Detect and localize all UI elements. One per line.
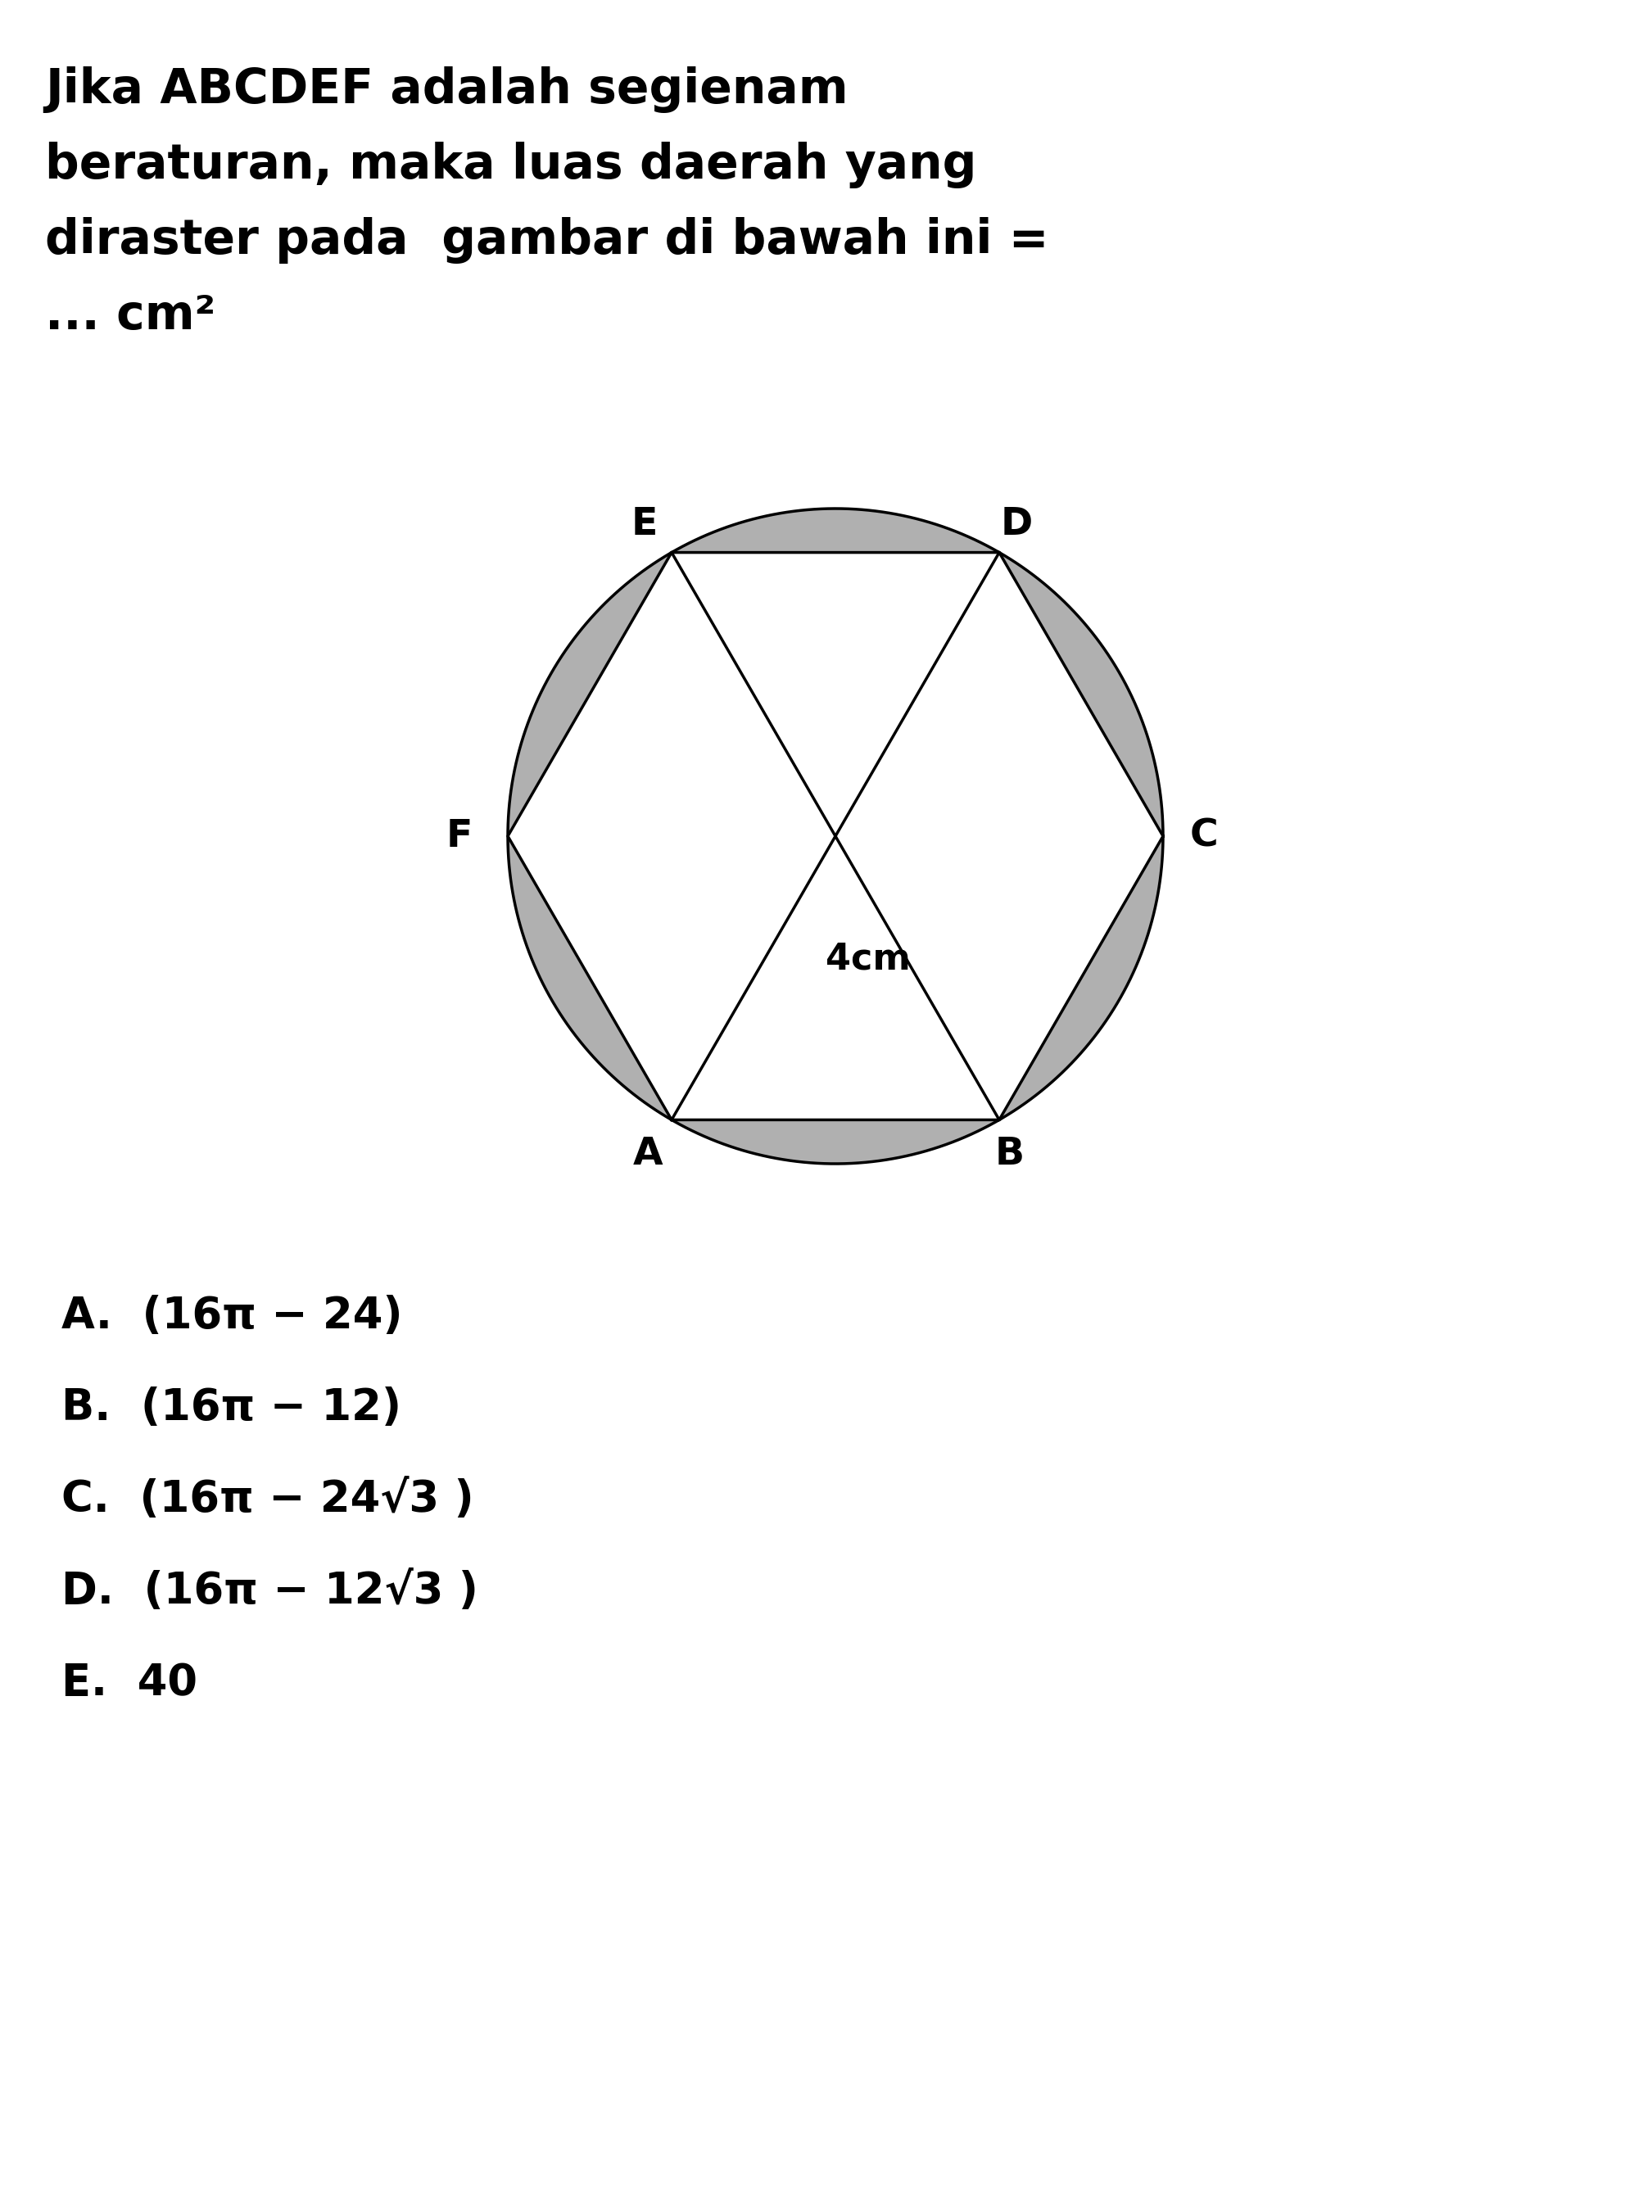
Text: diraster pada  gambar di bawah ini =: diraster pada gambar di bawah ini = (45, 217, 1049, 263)
Text: beraturan, maka luas daerah yang: beraturan, maka luas daerah yang (45, 142, 976, 188)
Text: Jika ABCDEF adalah segienam: Jika ABCDEF adalah segienam (45, 66, 847, 113)
Text: A: A (633, 1135, 662, 1172)
Text: B: B (995, 1135, 1024, 1172)
Polygon shape (507, 553, 672, 1119)
Text: 4cm: 4cm (826, 942, 910, 978)
Text: A.  (16π − 24): A. (16π − 24) (61, 1294, 403, 1338)
Text: C: C (1189, 818, 1219, 854)
Text: B.  (16π − 12): B. (16π − 12) (61, 1387, 401, 1429)
Text: F: F (446, 818, 472, 854)
Polygon shape (999, 553, 1163, 1119)
Text: C.  (16π − 24√3 ): C. (16π − 24√3 ) (61, 1478, 474, 1522)
Text: E: E (631, 507, 657, 544)
Text: D.  (16π − 12√3 ): D. (16π − 12√3 ) (61, 1571, 477, 1613)
Polygon shape (672, 509, 999, 553)
Text: ... cm²: ... cm² (45, 292, 215, 338)
Text: D: D (1001, 507, 1032, 544)
Text: E.  40: E. 40 (61, 1661, 197, 1703)
Polygon shape (672, 1119, 999, 1164)
